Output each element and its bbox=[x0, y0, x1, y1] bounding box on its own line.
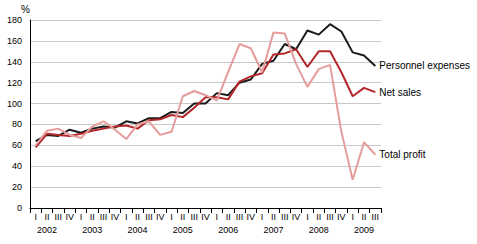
svg-text:40: 40 bbox=[12, 161, 22, 171]
svg-text:IV: IV bbox=[156, 212, 165, 222]
svg-text:II: II bbox=[226, 212, 231, 222]
svg-text:IV: IV bbox=[65, 212, 74, 222]
svg-text:I: I bbox=[351, 212, 354, 222]
svg-text:IV: IV bbox=[247, 212, 256, 222]
svg-text:140: 140 bbox=[7, 57, 22, 67]
svg-text:II: II bbox=[135, 212, 140, 222]
svg-text:IV: IV bbox=[337, 212, 346, 222]
svg-text:%: % bbox=[21, 4, 30, 15]
svg-text:160: 160 bbox=[7, 36, 22, 46]
svg-text:2005: 2005 bbox=[173, 225, 193, 235]
svg-text:Net sales: Net sales bbox=[379, 87, 421, 98]
svg-text:II: II bbox=[316, 212, 321, 222]
svg-text:IV: IV bbox=[201, 212, 210, 222]
svg-text:120: 120 bbox=[7, 78, 22, 88]
svg-text:2002: 2002 bbox=[37, 225, 57, 235]
svg-text:0: 0 bbox=[17, 203, 22, 213]
svg-text:100: 100 bbox=[7, 99, 22, 109]
svg-text:I: I bbox=[80, 212, 83, 222]
svg-text:2004: 2004 bbox=[128, 225, 148, 235]
svg-text:II: II bbox=[90, 212, 95, 222]
svg-text:2009: 2009 bbox=[354, 225, 374, 235]
svg-text:I: I bbox=[261, 212, 264, 222]
svg-text:Total profit: Total profit bbox=[379, 149, 425, 160]
svg-text:Personnel expenses: Personnel expenses bbox=[379, 60, 470, 71]
svg-text:III: III bbox=[190, 212, 198, 222]
svg-text:I: I bbox=[34, 212, 37, 222]
svg-text:2003: 2003 bbox=[82, 225, 102, 235]
svg-text:I: I bbox=[170, 212, 173, 222]
svg-text:III: III bbox=[236, 212, 244, 222]
svg-text:80: 80 bbox=[12, 119, 22, 129]
svg-text:2008: 2008 bbox=[309, 225, 329, 235]
svg-text:III: III bbox=[100, 212, 108, 222]
svg-text:III: III bbox=[372, 212, 380, 222]
svg-text:I: I bbox=[216, 212, 219, 222]
svg-text:III: III bbox=[55, 212, 63, 222]
svg-text:180: 180 bbox=[7, 15, 22, 25]
svg-text:2006: 2006 bbox=[218, 225, 238, 235]
svg-text:II: II bbox=[180, 212, 185, 222]
svg-text:IV: IV bbox=[111, 212, 120, 222]
svg-text:III: III bbox=[326, 212, 334, 222]
svg-text:II: II bbox=[44, 212, 49, 222]
svg-text:I: I bbox=[306, 212, 309, 222]
svg-text:20: 20 bbox=[12, 182, 22, 192]
svg-text:II: II bbox=[271, 212, 276, 222]
svg-text:III: III bbox=[145, 212, 153, 222]
svg-text:IV: IV bbox=[292, 212, 301, 222]
svg-text:I: I bbox=[125, 212, 128, 222]
svg-text:2007: 2007 bbox=[263, 225, 283, 235]
svg-text:III: III bbox=[281, 212, 289, 222]
svg-text:60: 60 bbox=[12, 140, 22, 150]
svg-text:II: II bbox=[362, 212, 367, 222]
